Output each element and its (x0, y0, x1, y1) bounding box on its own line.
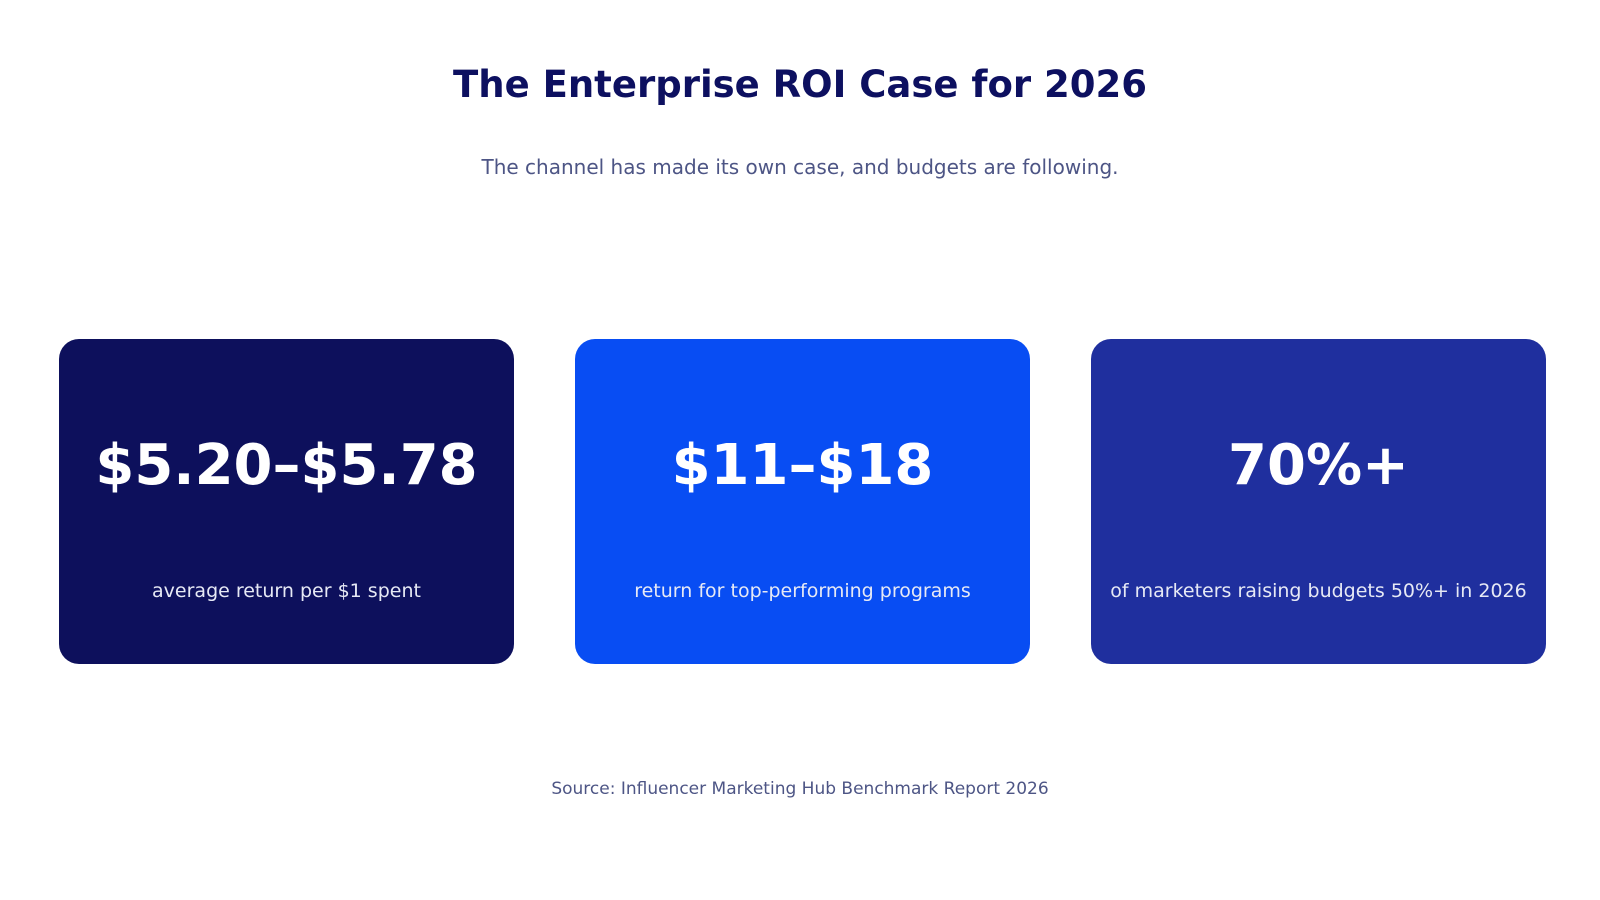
page-subtitle: The channel has made its own case, and b… (481, 155, 1119, 179)
stat-value: $11–$18 (671, 433, 934, 498)
stat-card-budget-increase: 70%+ of marketers raising budgets 50%+ i… (1091, 339, 1546, 664)
stat-value: 70%+ (1228, 433, 1409, 498)
stat-value: $5.20–$5.78 (95, 433, 478, 498)
stat-card-average-return: $5.20–$5.78 average return per $1 spent (59, 339, 514, 664)
source-note: Source: Influencer Marketing Hub Benchma… (551, 779, 1049, 799)
stat-card-top-performers: $11–$18 return for top-performing progra… (575, 339, 1030, 664)
stat-label: average return per $1 spent (152, 580, 421, 602)
page-title: The Enterprise ROI Case for 2026 (453, 63, 1147, 106)
stat-label: of marketers raising budgets 50%+ in 202… (1110, 580, 1527, 602)
stat-label: return for top-performing programs (634, 580, 971, 602)
